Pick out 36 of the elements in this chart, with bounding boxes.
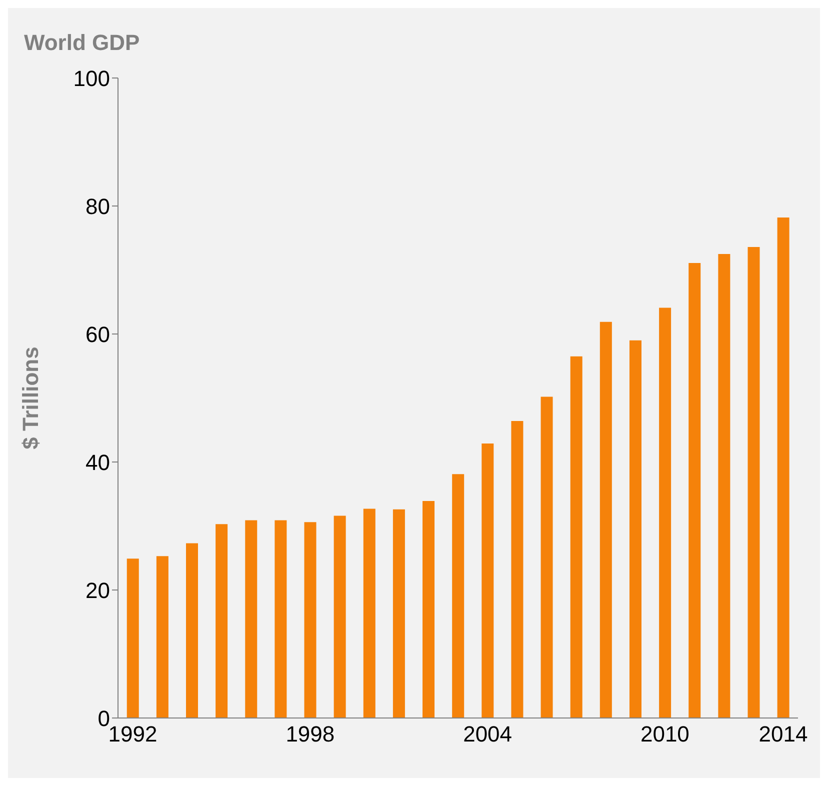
bar [748, 246, 760, 718]
y-tick-label: 80 [86, 194, 110, 219]
bar [334, 516, 346, 718]
bar [570, 356, 582, 718]
bar [274, 520, 287, 718]
y-tick-label: 100 [73, 66, 110, 91]
y-tick-label: 40 [86, 450, 110, 475]
y-axis-title: $ Trillions [18, 346, 43, 450]
y-tick-label: 20 [86, 578, 110, 603]
bar [304, 522, 316, 718]
bar [392, 509, 405, 718]
x-tick-label: 1998 [286, 722, 335, 747]
bar [126, 558, 139, 718]
bar [718, 254, 730, 718]
chart-title: World GDP [24, 30, 140, 56]
bar [156, 556, 168, 718]
x-tick-label: 1992 [108, 722, 158, 747]
bar [600, 322, 612, 718]
bar [482, 443, 494, 718]
x-tick-label: 2010 [640, 722, 690, 747]
bar [540, 396, 553, 718]
bar [216, 524, 228, 718]
bar [363, 508, 376, 718]
bar [688, 262, 701, 718]
bar [777, 218, 790, 718]
y-tick-label: 60 [86, 322, 110, 347]
bar [245, 520, 258, 718]
bar [629, 340, 642, 718]
bar [511, 421, 524, 718]
bar [422, 501, 435, 718]
bar [452, 474, 464, 718]
bar [659, 308, 672, 718]
x-tick-label: 2014 [758, 722, 808, 747]
x-tick-label: 2004 [463, 722, 512, 747]
y-tick-label: 0 [98, 706, 110, 731]
bar [186, 543, 198, 718]
